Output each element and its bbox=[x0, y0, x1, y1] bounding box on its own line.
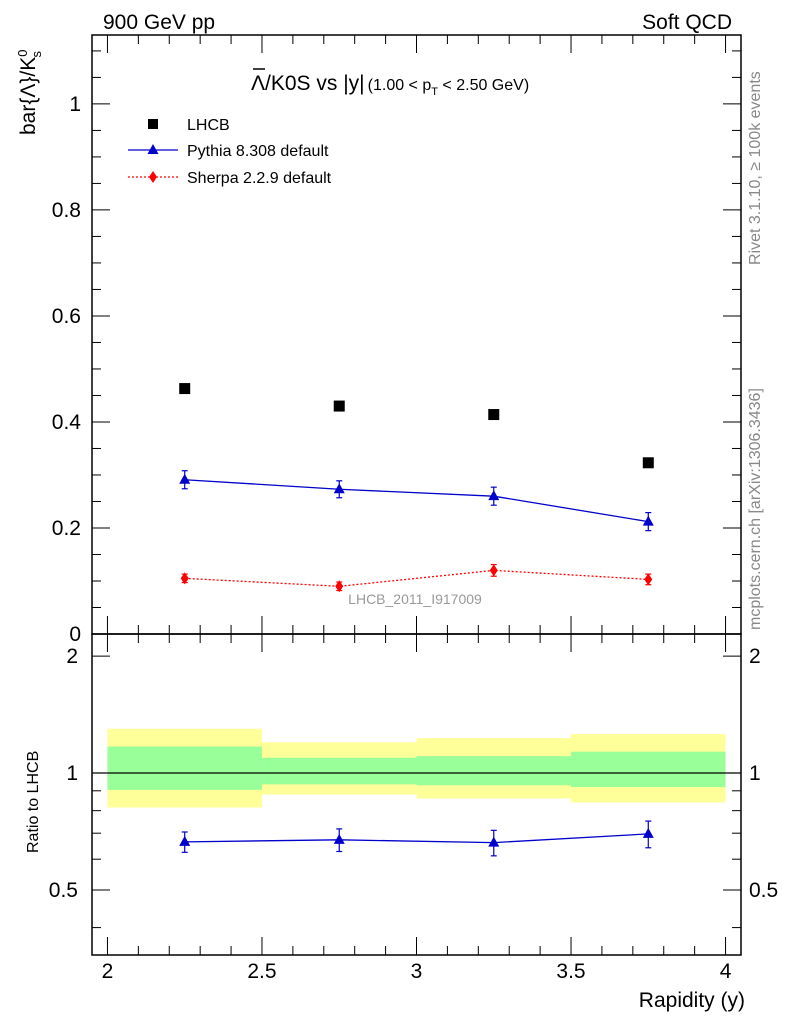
y-axis-label-sup: 0 bbox=[15, 50, 30, 57]
pythia-point bbox=[488, 490, 500, 501]
legend: LHCB Pythia 8.308 default Sherpa 2.2.9 d… bbox=[128, 117, 332, 187]
ratio-pythia-line bbox=[184, 833, 649, 844]
chart-title-sub-a: (1.00 < p bbox=[368, 77, 432, 94]
ratio-pythia-point bbox=[179, 835, 191, 846]
y-axis-label-sub: s bbox=[29, 51, 44, 58]
ratio-tick-label-left: 0.5 bbox=[49, 879, 78, 902]
ratio-stat-band bbox=[107, 746, 262, 790]
lhcb-point bbox=[333, 400, 345, 412]
ratio-pythia-point bbox=[333, 833, 345, 844]
chart-title-sub-sub: T bbox=[431, 86, 438, 98]
pythia-point bbox=[333, 483, 345, 494]
y-axis-label-main: bar{Λ}/K bbox=[17, 57, 40, 135]
lhcb-point bbox=[179, 383, 191, 395]
x-tick-label: 2 bbox=[102, 960, 114, 983]
legend-sherpa-marker bbox=[149, 171, 157, 183]
pythia-line bbox=[184, 479, 649, 523]
chart-title-sub-b: < 2.50 GeV) bbox=[438, 77, 529, 94]
y-tick-label: 0.8 bbox=[52, 199, 81, 222]
legend-lhcb-label: LHCB bbox=[187, 117, 230, 134]
y-tick-label: 0 bbox=[69, 623, 81, 646]
pythia-point bbox=[642, 515, 654, 526]
ratio-stat-band bbox=[261, 757, 417, 785]
x-tick-label: 2.5 bbox=[247, 960, 276, 983]
x-tick-label: 3.5 bbox=[556, 960, 585, 983]
y-tick-label: 1 bbox=[69, 93, 81, 116]
ratio-stat-band bbox=[416, 756, 572, 786]
header-left: 900 GeV pp bbox=[103, 11, 215, 34]
chart-title-main: Λ/K0S vs |y| bbox=[251, 72, 365, 95]
legend-lhcb-marker bbox=[148, 119, 158, 129]
data-series bbox=[179, 383, 654, 857]
y-axis-label: bar{Λ}/K0s bbox=[15, 50, 44, 135]
legend-pythia-marker bbox=[147, 144, 159, 154]
x-tick-label: 4 bbox=[720, 960, 732, 983]
sherpa-point bbox=[489, 564, 498, 577]
header-right: Soft QCD bbox=[642, 11, 732, 34]
side-label-bottom: mcplots.cern.ch [arXiv:1306.3436] bbox=[747, 388, 764, 630]
tick-labels: 0 0.2 0.4 0.6 0.8 1 2 2.5 3 3.5 4 0.5 0.5 1 1 2 2 bbox=[49, 93, 778, 983]
lhcb-point bbox=[488, 409, 500, 421]
legend-pythia-label: Pythia 8.308 default bbox=[187, 143, 329, 160]
sherpa-point bbox=[335, 580, 344, 593]
ratio-pythia-point bbox=[642, 827, 654, 838]
y-tick-label: 0.2 bbox=[52, 517, 81, 540]
side-label-top: Rivet 3.1.10, ≥ 100k events bbox=[747, 71, 764, 265]
y-tick-label: 0.6 bbox=[52, 305, 81, 328]
axes-ticks bbox=[92, 35, 741, 955]
ratio-axis-label: Ratio to LHCB bbox=[25, 751, 42, 853]
legend-sherpa-label: Sherpa 2.2.9 default bbox=[187, 170, 332, 187]
pythia-point bbox=[179, 473, 191, 484]
ratio-tick-label-left: 2 bbox=[66, 645, 78, 668]
ratio-pythia-point bbox=[488, 836, 500, 847]
ratio-plot-frame bbox=[91, 633, 742, 956]
ratio-tick-label-right: 2 bbox=[749, 645, 761, 668]
ratio-tick-label-right: 0.5 bbox=[749, 879, 778, 902]
lhcb-point bbox=[642, 457, 654, 469]
sherpa-line bbox=[184, 569, 649, 587]
x-tick-label: 3 bbox=[411, 960, 423, 983]
ratio-tick-label-left: 1 bbox=[66, 762, 78, 785]
ratio-bands bbox=[92, 728, 741, 808]
watermark: LHCB_2011_I917009 bbox=[348, 591, 482, 607]
ratio-stat-band bbox=[571, 751, 726, 788]
ratio-tick-label-right: 1 bbox=[749, 762, 761, 785]
x-axis-label: Rapidity (y) bbox=[639, 989, 745, 1012]
sherpa-point bbox=[180, 572, 189, 585]
chart-title: Λ/K0S vs |y| (1.00 < pT < 2.50 GeV) bbox=[251, 72, 529, 98]
sherpa-point bbox=[644, 573, 653, 586]
y-tick-label: 0.4 bbox=[52, 411, 82, 434]
